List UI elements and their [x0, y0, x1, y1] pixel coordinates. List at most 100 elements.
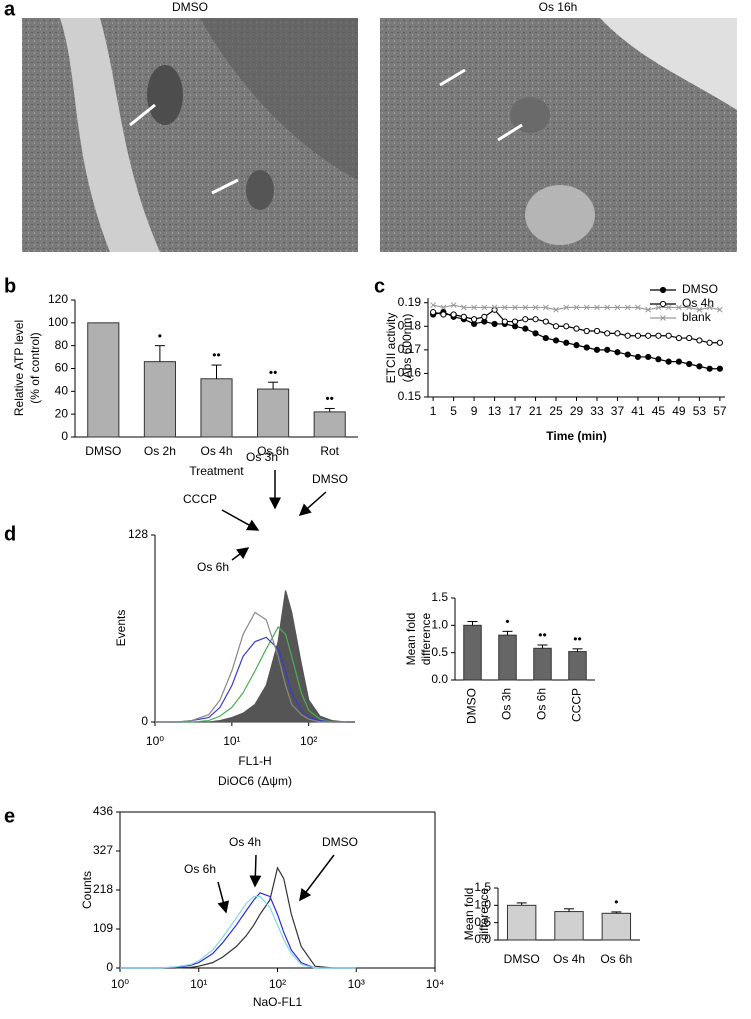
x-tick-label: 10⁰ [146, 734, 164, 748]
bar [200, 378, 233, 438]
marker [717, 306, 723, 313]
significance-mark: • [505, 615, 509, 629]
x-tick-label: CCCP [570, 688, 584, 722]
marker [706, 304, 713, 311]
x-axis-label: Treatment [189, 464, 244, 478]
marker [696, 363, 703, 370]
y-tick-label: 1.5 [474, 880, 491, 894]
x-tick-label: Rot [320, 444, 339, 458]
histogram-area [155, 590, 346, 723]
marker [430, 302, 436, 308]
marker [460, 313, 467, 320]
marker [563, 323, 570, 330]
x-tick-label: Os 3h [500, 688, 514, 720]
y-tick-label: 0.18 [398, 318, 422, 332]
y-tick-label: 327 [93, 843, 113, 857]
histogram-line [155, 626, 346, 723]
panel-label: d [4, 523, 16, 545]
arrow [299, 854, 335, 902]
marker [430, 309, 437, 316]
curve-label: CCCP [183, 492, 217, 506]
x-tick-label: 17 [508, 404, 522, 418]
marker [563, 339, 570, 346]
y-tick-label: 0 [61, 429, 68, 443]
marker [594, 304, 600, 311]
x-tick-label: 57 [713, 404, 727, 418]
marker [583, 344, 590, 351]
marker [604, 346, 611, 353]
histogram-line [120, 895, 357, 969]
marker [542, 304, 549, 311]
x-tick-label: 45 [652, 404, 666, 418]
marker [716, 339, 723, 346]
arrow [221, 509, 260, 531]
marker [655, 356, 662, 363]
marker [450, 311, 457, 318]
marker [511, 318, 519, 325]
y-tick-label: 100 [48, 315, 68, 329]
y-axis-label: (Abs 600nm) [400, 314, 414, 383]
x-tick-label: 10⁴ [426, 977, 445, 991]
marker [655, 332, 662, 339]
marker [593, 327, 601, 335]
x-tick-label: 29 [570, 404, 584, 418]
bar [601, 912, 632, 941]
x-tick-label: DMSO [504, 952, 540, 966]
marker [665, 332, 672, 339]
x-tick-label: Os 6h [257, 444, 289, 458]
legend-label: DMSO [682, 282, 718, 296]
y-axis-label: difference [477, 887, 491, 940]
x-tick-label: 53 [693, 404, 707, 418]
y-tick-label: 60 [55, 361, 69, 375]
micrograph-title: Os 16h [539, 0, 578, 14]
y-tick-label: 0.19 [398, 295, 422, 309]
panel-label: e [4, 805, 15, 827]
marker [706, 365, 713, 372]
x-tick-label: 5 [450, 404, 457, 418]
marker [676, 304, 682, 311]
x-tick-label: Os 2h [144, 444, 176, 458]
significance-mark: • [158, 329, 162, 343]
significance-mark: •• [212, 348, 220, 362]
y-tick-label: 1.0 [474, 898, 491, 912]
marker [635, 304, 641, 311]
marker [583, 304, 590, 311]
x-tick-label: 10² [269, 977, 286, 991]
micrograph [380, 18, 737, 252]
curve-label: Os 4h [229, 835, 261, 849]
bar [554, 911, 584, 941]
marker [665, 304, 672, 311]
histogram-line [120, 892, 357, 969]
marker [604, 304, 611, 311]
marker [552, 337, 560, 344]
marker [696, 306, 703, 313]
y-tick-label: 128 [128, 527, 148, 541]
x-tick-label: 25 [549, 404, 563, 418]
curve-label: DMSO [312, 472, 348, 486]
bar [533, 647, 552, 681]
marker [686, 360, 693, 368]
marker [481, 304, 488, 311]
panel-label: c [374, 275, 385, 297]
marker [686, 334, 693, 342]
y-tick-label: 1.5 [431, 590, 448, 604]
marker [675, 358, 683, 365]
marker [696, 337, 703, 344]
bar [313, 411, 346, 438]
bar [257, 388, 290, 438]
y-tick-label: 436 [93, 804, 113, 818]
y-tick-label: 0 [141, 714, 148, 728]
x-tick-label: DMSO [465, 688, 479, 724]
marker [604, 330, 611, 337]
marker [634, 332, 642, 339]
marker [686, 304, 693, 311]
marker [491, 304, 498, 311]
marker [645, 353, 652, 361]
marker [675, 334, 683, 342]
curve-label: Os 3h [246, 450, 278, 464]
marker [440, 311, 447, 318]
y-tick-label: 80 [55, 338, 69, 352]
panel-label: a [4, 0, 16, 20]
y-tick-label: 1.0 [431, 618, 448, 632]
marker [471, 304, 477, 311]
